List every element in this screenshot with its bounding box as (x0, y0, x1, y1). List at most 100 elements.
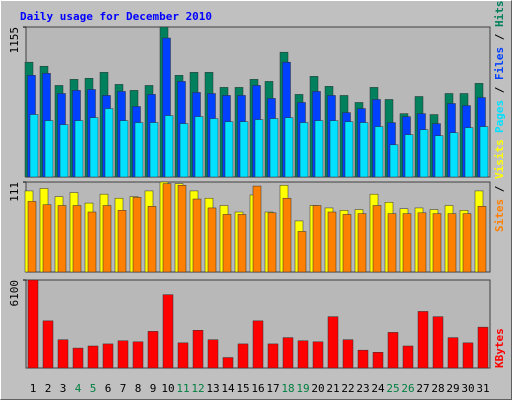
bar (42, 204, 52, 273)
x-tick-label: 25 (386, 382, 399, 395)
bar (312, 205, 322, 273)
x-tick-label: 14 (221, 382, 235, 395)
bar (89, 117, 99, 178)
bar (462, 342, 474, 369)
bar (132, 341, 144, 369)
bar (342, 214, 352, 273)
bar (237, 214, 247, 273)
bar (74, 120, 84, 178)
bar (87, 345, 99, 369)
bar (327, 211, 337, 273)
bar (462, 213, 472, 273)
bar (87, 211, 97, 273)
bar (282, 337, 294, 369)
bar (374, 126, 384, 178)
bar (432, 316, 444, 369)
bar (194, 116, 204, 178)
bar (57, 205, 67, 273)
bar (449, 132, 459, 178)
bar (57, 339, 69, 369)
bar (372, 205, 382, 273)
x-tick-label: 12 (191, 382, 204, 395)
bar (162, 183, 172, 273)
x-tick-label: 16 (251, 382, 264, 395)
x-tick-label: 7 (120, 382, 127, 395)
x-tick-label: 4 (75, 382, 82, 395)
x-tick-label: 22 (341, 382, 354, 395)
y-tick-label: 1155 (8, 27, 21, 54)
bar (102, 205, 112, 273)
legend-separator: / (493, 179, 506, 199)
bar (179, 123, 189, 178)
bar (269, 118, 279, 178)
bar (314, 120, 324, 178)
legend-entry: Hits (493, 1, 506, 28)
x-tick-label: 30 (461, 382, 474, 395)
bar (312, 341, 324, 369)
bar (252, 185, 262, 273)
x-tick-label: 15 (236, 382, 249, 395)
x-tick-label: 29 (446, 382, 459, 395)
x-tick-label: 6 (105, 382, 112, 395)
legend-separator: / (493, 80, 506, 100)
bar (359, 122, 369, 178)
bar (27, 201, 37, 273)
bar (59, 124, 69, 178)
bar (297, 340, 309, 369)
bar (207, 207, 217, 273)
chart-title: Daily usage for December 2010 (20, 10, 212, 23)
bar (372, 352, 384, 369)
x-tick-label: 13 (206, 382, 219, 395)
x-tick-label: 17 (266, 382, 279, 395)
bar (434, 135, 444, 178)
bar (342, 339, 354, 369)
bar (177, 342, 189, 369)
bar (327, 316, 339, 369)
bar (297, 231, 307, 273)
bar (177, 184, 187, 273)
bar (222, 214, 232, 273)
bar (132, 197, 142, 273)
bar (147, 206, 157, 273)
bar (402, 213, 412, 273)
x-tick-label: 26 (401, 382, 414, 395)
x-tick-label: 21 (326, 382, 339, 395)
bar (72, 347, 84, 369)
x-tick-label: 5 (90, 382, 97, 395)
bar (209, 118, 219, 178)
bar (329, 120, 339, 178)
x-tick-label: 19 (296, 382, 309, 395)
bar (164, 115, 174, 178)
bar (284, 117, 294, 178)
bar (134, 122, 144, 178)
legend-entry: Visits (493, 139, 506, 179)
bar (44, 120, 54, 178)
y-tick-label: 111 (8, 182, 21, 202)
legend-entry: KBytes (493, 328, 506, 368)
bar (254, 119, 264, 178)
bar (464, 127, 474, 178)
bar (417, 212, 427, 273)
bar (477, 206, 487, 273)
x-tick-label: 18 (281, 382, 294, 395)
bar (224, 121, 234, 178)
legend: Pages / Files / Hits (493, 1, 506, 134)
bar (119, 120, 129, 178)
x-tick-label: 10 (161, 382, 174, 395)
x-tick-label: 27 (416, 382, 429, 395)
x-tick-label: 11 (176, 382, 189, 395)
bar (29, 114, 39, 178)
legend-entry: Sites (493, 199, 506, 232)
x-tick-label: 20 (311, 382, 324, 395)
x-tick-label: 1 (30, 382, 37, 395)
x-tick-label: 2 (45, 382, 52, 395)
bar (117, 340, 129, 369)
bar (419, 129, 429, 178)
x-tick-label: 8 (135, 382, 142, 395)
bar (389, 144, 399, 178)
x-tick-label: 3 (60, 382, 67, 395)
bar (192, 330, 204, 369)
x-tick-label: 24 (371, 382, 385, 395)
